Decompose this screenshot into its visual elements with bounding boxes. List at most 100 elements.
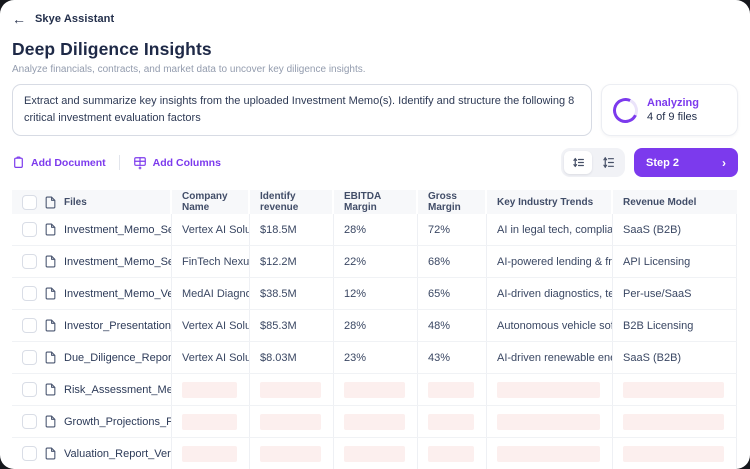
- header-company-name: Company Name: [172, 190, 250, 215]
- table-row[interactable]: Investor_Presentation_V... Vertex AI Sol…: [12, 310, 737, 343]
- revenue-model-cell: [613, 374, 737, 406]
- loading-skeleton: [344, 381, 405, 398]
- table-row[interactable]: Growth_Projections_FinT...: [12, 406, 737, 439]
- table-row[interactable]: Investment_Memo_Serie... FinTech Nexus $…: [12, 246, 737, 279]
- gross-margin-cell: [418, 406, 487, 438]
- select-all-checkbox[interactable]: [22, 194, 37, 210]
- add-columns-label: Add Columns: [152, 156, 221, 169]
- loading-skeleton: [623, 381, 724, 398]
- table-row[interactable]: Investment_Memo_Seed... Vertex AI Solu..…: [12, 214, 737, 247]
- table-row[interactable]: Due_Diligence_Report_V... Vertex AI Solu…: [12, 342, 737, 375]
- table-plus-icon: [133, 156, 147, 170]
- key-industry-trends-cell: [487, 438, 613, 469]
- loading-skeleton: [623, 445, 724, 462]
- revenue-model-cell: SaaS (B2B): [613, 214, 737, 246]
- loading-skeleton: [428, 445, 474, 462]
- actions-right: Step 2 ›: [561, 148, 738, 178]
- key-industry-trends-cell: AI in legal tech, complianc...: [487, 214, 613, 246]
- loading-skeleton: [182, 381, 237, 398]
- key-industry-trends-cell: AI-powered lending & fra...: [487, 246, 613, 278]
- table-row[interactable]: Investment_Memo_Verte... MedAI Diagno...…: [12, 278, 737, 311]
- analyzing-progress: 4 of 9 files: [647, 111, 698, 124]
- analyzing-card: Analyzing 4 of 9 files: [601, 84, 738, 137]
- density-compact-button[interactable]: [564, 151, 592, 175]
- row-checkbox[interactable]: [22, 286, 37, 302]
- loading-skeleton: [428, 381, 474, 398]
- prompt-row: Extract and summarize key insights from …: [0, 84, 750, 137]
- loading-skeleton: [260, 381, 321, 398]
- gross-margin-cell: 65%: [418, 278, 487, 310]
- file-icon: [45, 319, 56, 332]
- company-name-cell: Vertex AI Solu...: [172, 310, 250, 342]
- row-checkbox[interactable]: [22, 446, 37, 462]
- gross-margin-cell: 43%: [418, 342, 487, 374]
- header-key-industry-trends: Key Industry Trends: [487, 190, 613, 215]
- row-checkbox[interactable]: [22, 414, 37, 430]
- file-name: Risk_Assessment_MedAi...: [64, 383, 172, 396]
- identify-revenue-cell: $12.2M: [250, 246, 334, 278]
- file-name: Valuation_Report_Vertex...: [64, 447, 171, 460]
- loading-skeleton: [260, 413, 321, 430]
- app-title: Skye Assistant: [35, 13, 115, 25]
- row-checkbox[interactable]: [22, 350, 37, 366]
- density-expanded-button[interactable]: [594, 151, 622, 174]
- row-checkbox[interactable]: [22, 254, 37, 270]
- file-cell: Due_Diligence_Report_V...: [12, 342, 172, 374]
- company-name-cell: Vertex AI Solu...: [172, 342, 250, 374]
- header-ebitda-margin: EBITDA Margin: [334, 190, 418, 215]
- revenue-model-cell: [613, 438, 737, 469]
- identify-revenue-cell: $8.03M: [250, 342, 334, 374]
- company-name-cell: FinTech Nexus: [172, 246, 250, 278]
- file-cell: Investor_Presentation_V...: [12, 310, 172, 342]
- loading-skeleton: [182, 445, 237, 462]
- back-arrow-icon[interactable]: ←: [12, 11, 26, 27]
- identify-revenue-cell: $85.3M: [250, 310, 334, 342]
- loading-skeleton: [623, 413, 724, 430]
- row-checkbox[interactable]: [22, 222, 37, 238]
- add-columns-button[interactable]: Add Columns: [133, 156, 221, 170]
- ebitda-margin-cell: 22%: [334, 246, 418, 278]
- header-identify-revenue: Identify revenue: [250, 190, 334, 215]
- chevron-right-icon: ›: [722, 155, 726, 170]
- identify-revenue-cell: $38.5M: [250, 278, 334, 310]
- prompt-input[interactable]: Extract and summarize key insights from …: [12, 84, 592, 137]
- row-checkbox[interactable]: [22, 382, 37, 398]
- ebitda-margin-cell: 23%: [334, 342, 418, 374]
- actions-row: Add Document Add Columns Step 2: [0, 148, 750, 178]
- file-name: Investment_Memo_Serie...: [64, 255, 172, 268]
- file-icon: [45, 223, 56, 236]
- step-2-button[interactable]: Step 2 ›: [634, 148, 738, 178]
- file-name: Due_Diligence_Report_V...: [64, 351, 172, 364]
- gross-margin-cell: 68%: [418, 246, 487, 278]
- row-checkbox[interactable]: [22, 318, 37, 334]
- header-files-label: Files: [64, 196, 87, 208]
- loading-skeleton: [428, 413, 474, 430]
- ebitda-margin-cell: 28%: [334, 214, 418, 246]
- ebitda-margin-cell: [334, 374, 418, 406]
- table-row[interactable]: Risk_Assessment_MedAi...: [12, 374, 737, 407]
- loading-skeleton: [344, 445, 405, 462]
- revenue-model-cell: [613, 406, 737, 438]
- key-industry-trends-cell: [487, 406, 613, 438]
- identify-revenue-cell: [250, 438, 334, 469]
- add-document-button[interactable]: Add Document: [12, 156, 106, 169]
- file-icon: [45, 287, 56, 300]
- file-icon: [45, 351, 56, 364]
- analyzing-text: Analyzing 4 of 9 files: [647, 97, 699, 123]
- revenue-model-cell: B2B Licensing: [613, 310, 737, 342]
- header-revenue-model: Revenue Model: [613, 190, 737, 215]
- table-row[interactable]: Valuation_Report_Vertex...: [12, 438, 737, 469]
- gross-margin-cell: 72%: [418, 214, 487, 246]
- key-industry-trends-cell: [487, 374, 613, 406]
- loading-skeleton: [497, 413, 600, 430]
- clipboard-icon: [12, 156, 25, 169]
- topbar: ← Skye Assistant: [0, 12, 750, 26]
- loading-skeleton: [344, 413, 405, 430]
- divider: [118, 155, 120, 171]
- add-document-label: Add Document: [31, 156, 106, 169]
- ebitda-margin-cell: [334, 438, 418, 469]
- row-density-toggle: [561, 148, 625, 178]
- file-name: Investment_Memo_Seed...: [64, 223, 171, 236]
- revenue-model-cell: API Licensing: [613, 246, 737, 278]
